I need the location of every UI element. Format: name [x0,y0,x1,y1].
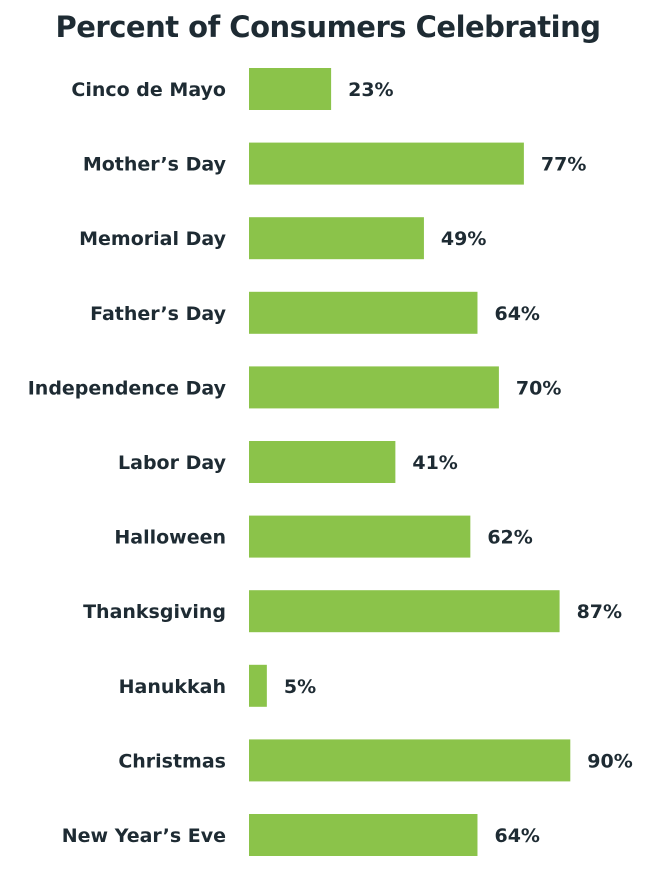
category-label: Hanukkah [119,676,226,698]
bar [249,291,478,334]
bar [249,68,332,110]
value-label: 64% [494,825,539,847]
value-label: 41% [412,452,457,474]
category-label: Thanksgiving [83,601,226,623]
bar [249,814,478,856]
category-label: Memorial Day [79,228,226,250]
bar [249,739,571,782]
bar [249,515,471,558]
value-label: 23% [348,79,393,101]
category-label: Independence Day [28,377,227,399]
category-label: Cinco de Mayo [71,79,226,101]
bar [249,590,560,633]
value-label: 77% [541,154,586,176]
value-label: 62% [487,527,532,549]
value-label: 64% [494,303,539,325]
value-label: 70% [516,377,561,399]
value-label: 49% [441,228,486,250]
category-label: New Year’s Eve [62,825,226,847]
category-label: Halloween [114,527,226,549]
category-label: Father’s Day [90,303,227,325]
bar [249,441,396,483]
value-label: 90% [587,750,632,772]
value-label: 87% [577,601,622,623]
value-label: 5% [284,676,316,698]
category-label: Christmas [118,750,226,772]
category-label: Labor Day [118,452,227,474]
bar [249,366,499,409]
bar [249,217,424,260]
bar [249,664,267,707]
bar [249,142,524,185]
category-label: Mother’s Day [83,154,227,176]
chart-title: Percent of Consumers Celebrating [55,10,601,44]
